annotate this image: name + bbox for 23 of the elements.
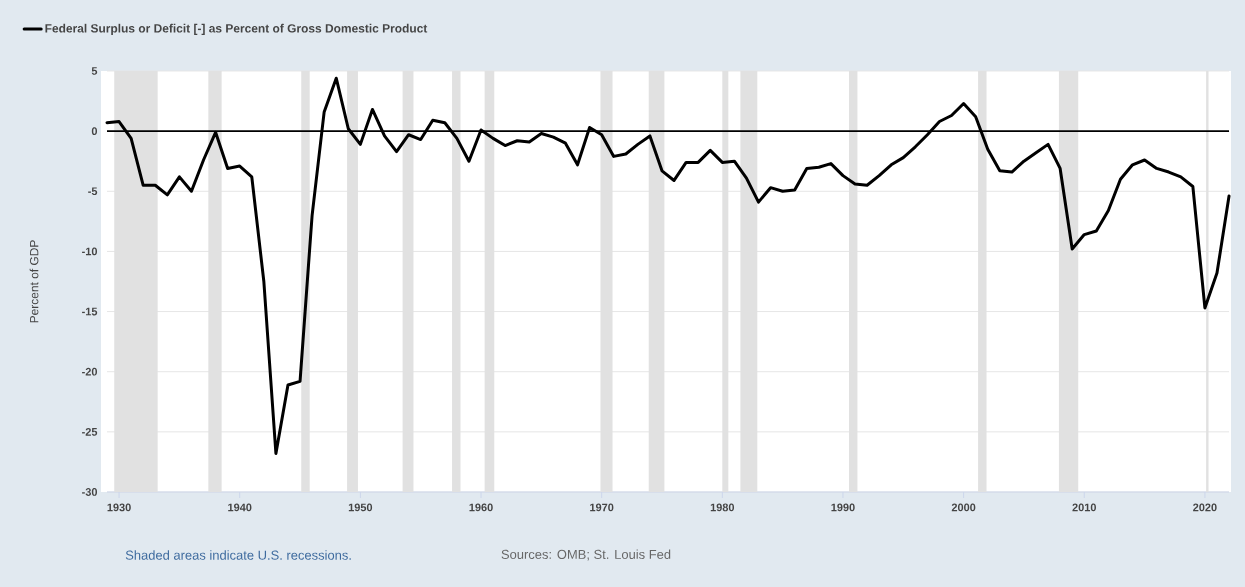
x-tick-label: 1970 bbox=[590, 503, 614, 512]
y-tick-label: 0 bbox=[91, 127, 98, 136]
y-tick-label: -15 bbox=[82, 307, 98, 316]
text: Shaded areas indicate U.S. recessions. bbox=[125, 550, 351, 560]
x-tick-label: 1950 bbox=[348, 503, 373, 512]
x-tick-label: 1940 bbox=[228, 503, 252, 512]
line-series bbox=[105, 76, 1231, 456]
y-axis-title: Percent of GDP bbox=[29, 240, 39, 323]
legend-label: Federal Surplus or Deficit [-] as Percent of Gross Domestic Product bbox=[45, 23, 428, 35]
source-note: Sources: OMB; St. Louis Fed bbox=[501, 549, 671, 561]
y-tick-label: -30 bbox=[82, 488, 98, 496]
x-tick-label: 1960 bbox=[469, 503, 493, 512]
x-tick-label: 1930 bbox=[107, 503, 131, 512]
y-tick-label: -10 bbox=[82, 247, 98, 256]
x-tick-label: 2020 bbox=[1193, 503, 1217, 512]
x-tick-label: 1990 bbox=[831, 503, 855, 512]
y-tick-label: 5 bbox=[91, 67, 98, 75]
x-tick-label: 1980 bbox=[710, 503, 735, 512]
x-tick-label: 2010 bbox=[1072, 503, 1096, 512]
y-tick-label: -5 bbox=[88, 187, 98, 196]
y-tick-label: -25 bbox=[82, 427, 98, 436]
x-tick-label: 2000 bbox=[951, 503, 976, 512]
y-tick-label: -20 bbox=[82, 367, 98, 376]
